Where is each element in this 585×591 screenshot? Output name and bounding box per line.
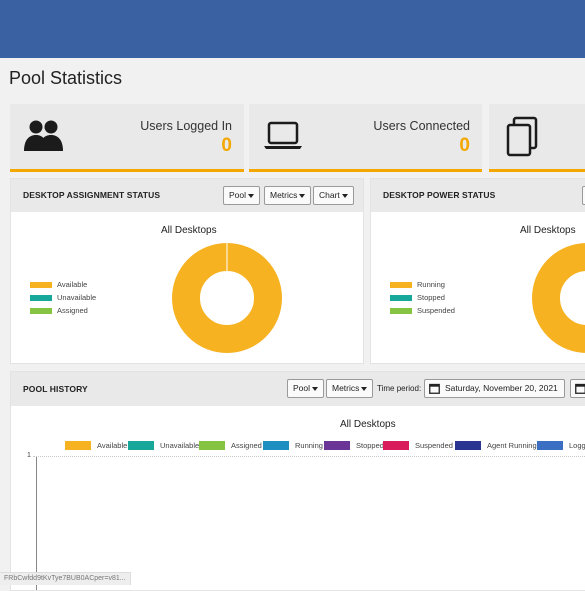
legend-stopped: Stopped (390, 294, 445, 302)
users-connected-label: Users Connected (373, 119, 470, 133)
legend-logged: Logge (537, 441, 585, 451)
y-axis-tick: 1 (27, 452, 31, 459)
legend-agent-running: Agent Running (455, 441, 537, 451)
users-logged-in-label: Users Logged In (140, 119, 232, 133)
pool-dropdown-button[interactable] (582, 186, 585, 205)
panel-title: DESKTOP ASSIGNMENT STATUS (23, 190, 161, 200)
users-icon (24, 118, 64, 159)
y-axis-line (36, 456, 37, 590)
legend-suspended: Suspended (390, 307, 455, 315)
caret-down-icon (361, 386, 368, 391)
status-bar-url: FRbCwfdd9tKvTye7BUB0ACper=v81... (0, 572, 131, 585)
date-picker-end-button[interactable] (570, 379, 585, 398)
metrics-dropdown-button[interactable]: Metrics (326, 379, 374, 398)
metrics-dropdown-button[interactable]: Metrics (264, 186, 312, 205)
desktops-card (489, 104, 585, 172)
panel-header: DESKTOP POWER STATUS (371, 179, 585, 212)
copy-icon (505, 116, 541, 163)
date-picker-button[interactable]: Saturday, November 20, 2021 (424, 379, 565, 398)
panel-title: POOL HISTORY (23, 384, 88, 394)
users-connected-value: 0 (459, 135, 470, 156)
pool-dropdown-button[interactable]: Pool (223, 186, 261, 205)
chart-title: All Desktops (340, 419, 396, 430)
time-period-label: Time period: (377, 384, 422, 393)
caret-down-icon (312, 386, 319, 391)
assignment-donut-chart (172, 243, 282, 353)
gridline (33, 456, 585, 457)
pool-history-panel: POOL HISTORY Pool Metrics Time period: S… (10, 371, 585, 591)
calendar-icon (429, 383, 440, 394)
desktop-power-panel: DESKTOP POWER STATUS All Desktops Runnin… (370, 178, 585, 364)
legend-available: Available (30, 281, 87, 289)
page-title: Pool Statistics (9, 68, 123, 88)
laptop-icon (263, 118, 303, 157)
legend-available: Available (65, 441, 127, 451)
users-logged-in-value: 0 (221, 135, 232, 156)
pool-dropdown-button[interactable]: Pool (287, 379, 325, 398)
panel-header: DESKTOP ASSIGNMENT STATUS Pool Metrics C… (11, 179, 363, 212)
legend-suspended: Suspended (383, 441, 453, 451)
caret-down-icon (248, 193, 255, 198)
power-donut-chart (532, 243, 585, 353)
calendar-icon (575, 383, 585, 394)
donut-slice-running (532, 243, 585, 353)
users-connected-card: Users Connected 0 (249, 104, 482, 172)
chart-title: All Desktops (161, 225, 217, 236)
legend-unavailable: Unavailable (128, 441, 199, 451)
desktop-assignment-panel: DESKTOP ASSIGNMENT STATUS Pool Metrics C… (10, 178, 364, 364)
legend-unavailable: Unavailable (30, 294, 96, 302)
panel-title: DESKTOP POWER STATUS (383, 190, 496, 200)
users-logged-in-card: Users Logged In 0 (10, 104, 244, 172)
legend-assigned: Assigned (30, 307, 88, 315)
legend-stopped: Stopped (324, 441, 384, 451)
chart-title: All Desktops (520, 225, 576, 236)
legend-running: Running (390, 281, 445, 289)
chart-dropdown-button[interactable]: Chart (313, 186, 354, 205)
top-header-bar (0, 0, 585, 58)
legend-assigned: Assigned (199, 441, 262, 451)
caret-down-icon (341, 193, 348, 198)
caret-down-icon (299, 193, 306, 198)
legend-running: Running (263, 441, 323, 451)
panel-header: POOL HISTORY Pool Metrics Time period: S… (11, 372, 585, 406)
